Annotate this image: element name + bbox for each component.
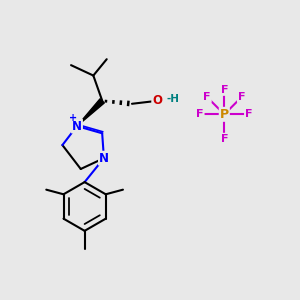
Text: N: N — [72, 120, 82, 133]
Text: F: F — [245, 109, 252, 119]
Text: -H: -H — [166, 94, 179, 104]
Polygon shape — [77, 99, 104, 126]
Text: +: + — [69, 113, 77, 123]
Text: F: F — [238, 92, 245, 102]
Text: F: F — [220, 134, 228, 144]
Text: F: F — [220, 85, 228, 95]
Text: F: F — [196, 109, 204, 119]
Text: P: P — [220, 108, 229, 121]
Text: O: O — [152, 94, 162, 107]
Text: F: F — [203, 92, 211, 102]
Text: N: N — [99, 152, 109, 165]
